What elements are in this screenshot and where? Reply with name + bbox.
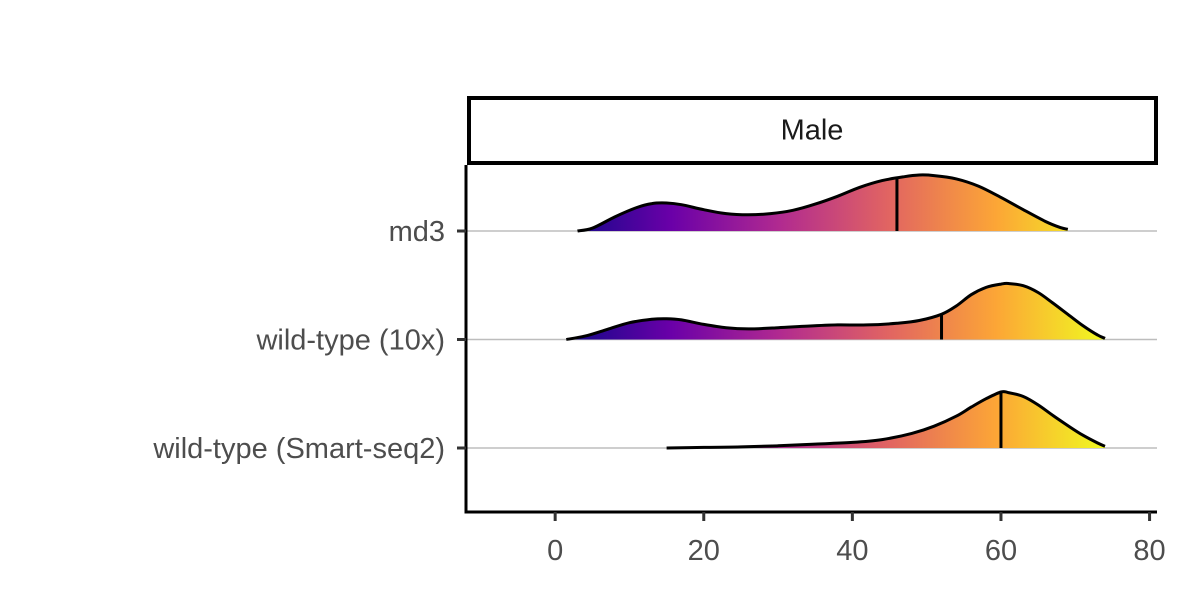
series-3-y-tick-label: wild-type (Smart-seq2) [152, 433, 445, 465]
y-axis: md3 wild-type (10x) wild-type (Smart-seq2) [152, 165, 468, 512]
series-2-y-tick-label: wild-type (10x) [255, 325, 445, 357]
x-tick-label-20: 20 [688, 535, 720, 567]
x-tick-label-80: 80 [1133, 535, 1165, 567]
x-axis: 0 20 40 60 80 [464, 510, 1166, 567]
series-1-ridge-outline [577, 173, 1069, 233]
x-tick-label-40: 40 [836, 535, 868, 567]
series-3-ridge-fill [666, 391, 1105, 448]
facet-strip-box [467, 96, 1158, 165]
series-2-ridge-fill [566, 283, 1105, 340]
ridges [566, 173, 1106, 450]
series-3-ridge-outline [666, 390, 1106, 450]
x-tick-label-0: 0 [547, 535, 563, 567]
x-tick-label-60: 60 [985, 535, 1017, 567]
facet-strip: Male [467, 96, 1158, 165]
series-2-ridge-outline [566, 281, 1106, 341]
series-1-y-tick-label: md3 [389, 216, 445, 248]
facet-strip-label: Male [781, 115, 844, 147]
